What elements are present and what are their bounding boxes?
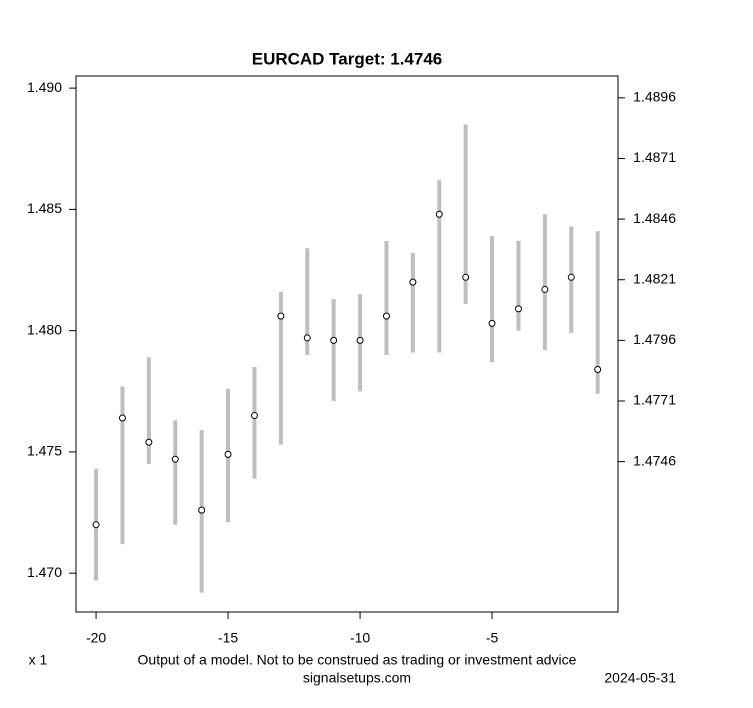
point xyxy=(250,412,258,420)
y-tick-label: 1.470 xyxy=(27,564,62,580)
y2-tick-label: 1.4746 xyxy=(633,452,676,468)
point xyxy=(514,305,522,313)
disclaimer: Output of a model. Not to be construed a… xyxy=(138,652,577,668)
y2-tick-label: 1.4821 xyxy=(633,270,676,286)
point xyxy=(171,455,179,463)
point xyxy=(567,273,575,281)
point xyxy=(594,365,602,373)
point xyxy=(303,334,311,342)
point xyxy=(198,506,206,514)
point xyxy=(382,312,390,320)
point xyxy=(409,278,417,286)
date: 2024-05-31 xyxy=(604,670,676,686)
y2-tick-label: 1.4796 xyxy=(633,331,676,347)
point xyxy=(277,312,285,320)
y-tick-label: 1.480 xyxy=(27,321,62,337)
x-tick-label: -5 xyxy=(486,630,499,646)
plot-frame xyxy=(75,75,619,613)
x-tick-label: -10 xyxy=(350,630,370,646)
y2-tick-label: 1.4896 xyxy=(633,89,676,105)
x-note: x 1 xyxy=(29,652,48,668)
point xyxy=(356,336,364,344)
point xyxy=(224,450,232,458)
y-tick-label: 1.475 xyxy=(27,443,62,459)
source: signalsetups.com xyxy=(303,670,411,686)
y-tick-label: 1.485 xyxy=(27,200,62,216)
x-tick-label: -20 xyxy=(86,630,106,646)
y-tick-label: 1.490 xyxy=(27,79,62,95)
chart-title: EURCAD Target: 1.4746 xyxy=(252,49,443,68)
point xyxy=(435,210,443,218)
y2-tick-label: 1.4771 xyxy=(633,392,676,408)
point xyxy=(118,414,126,422)
point xyxy=(145,438,153,446)
y2-tick-label: 1.4846 xyxy=(633,210,676,226)
y2-tick-label: 1.4871 xyxy=(633,149,676,165)
point xyxy=(541,285,549,293)
point xyxy=(330,336,338,344)
x-tick-label: -15 xyxy=(218,630,238,646)
point xyxy=(92,521,100,529)
point xyxy=(488,319,496,327)
point xyxy=(462,273,470,281)
